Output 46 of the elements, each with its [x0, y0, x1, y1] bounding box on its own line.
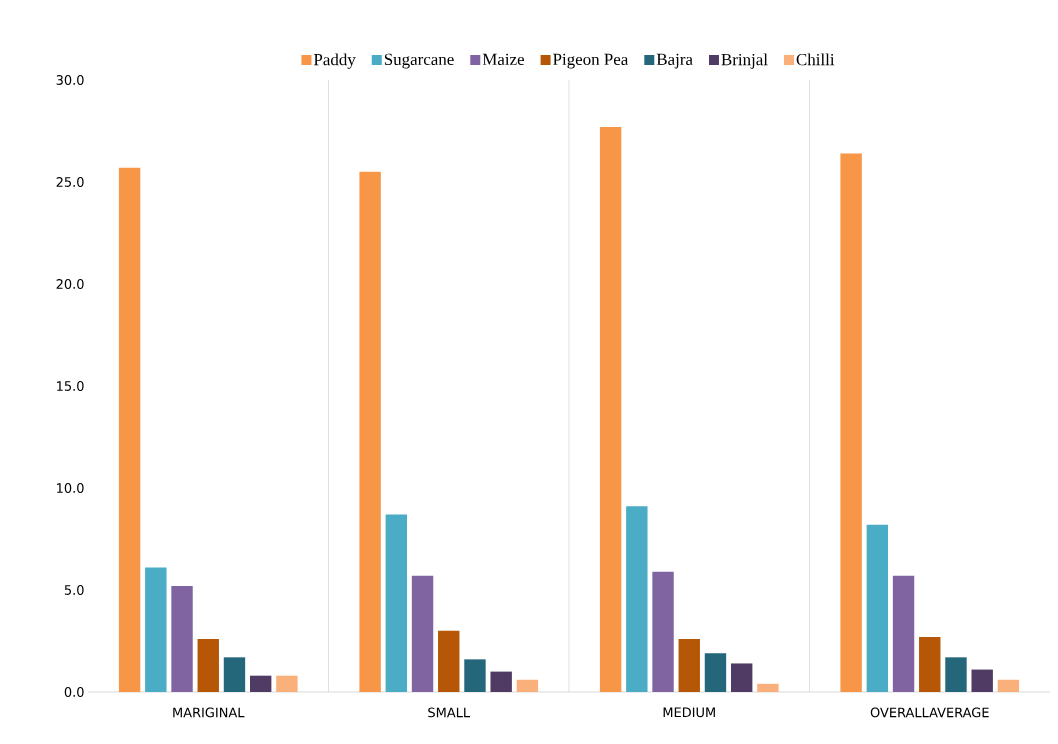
x-tick-label: MARIGINAL: [173, 707, 245, 718]
bar: [438, 630, 460, 692]
legend-label: Sugarcane: [384, 53, 454, 69]
bar: [599, 126, 622, 692]
bar: [385, 514, 408, 692]
bar: [626, 506, 648, 692]
bar: [118, 167, 141, 692]
bar: [652, 571, 674, 692]
bar: [197, 638, 219, 692]
bar: [971, 669, 993, 692]
bar: [919, 636, 941, 692]
y-tick-label: 0.0: [64, 687, 84, 697]
bar: [945, 657, 967, 692]
bar: [730, 663, 753, 692]
bar: [171, 585, 193, 692]
x-tick-label: OVERALLAVERAGE: [870, 707, 989, 718]
bar: [678, 638, 700, 692]
bar: [490, 671, 512, 692]
x-tick-label: SMALL: [428, 707, 471, 718]
bar: [223, 657, 246, 692]
bar: [997, 679, 1020, 692]
y-tick-label: 10.0: [57, 483, 84, 493]
bar: [464, 659, 486, 692]
bar: [704, 653, 727, 692]
y-tick-label: 25.0: [56, 177, 84, 187]
bar: [840, 153, 862, 692]
legend-label: Maize: [482, 53, 525, 66]
legend-label: Paddy: [313, 53, 356, 69]
bar: [892, 575, 915, 692]
legend-label: Chilli: [796, 53, 835, 66]
y-tick-label: 30.0: [56, 75, 84, 85]
bar: [145, 567, 167, 692]
legend-label: Bajra: [656, 53, 693, 69]
y-tick-label: 15.0: [57, 381, 84, 391]
y-tick-label: 5.0: [64, 585, 84, 595]
bar: [516, 679, 539, 692]
legend-label: Pigeon Pea: [553, 53, 629, 69]
bar: [276, 675, 298, 692]
y-tick-label: 20.0: [56, 279, 84, 289]
legend-label: Brinjal: [721, 53, 768, 69]
bar: [359, 171, 381, 692]
bar: [411, 575, 434, 692]
bar: [249, 675, 272, 692]
bar: [757, 683, 779, 692]
bar: [866, 524, 889, 692]
x-tick-label: MEDIUM: [663, 707, 715, 718]
